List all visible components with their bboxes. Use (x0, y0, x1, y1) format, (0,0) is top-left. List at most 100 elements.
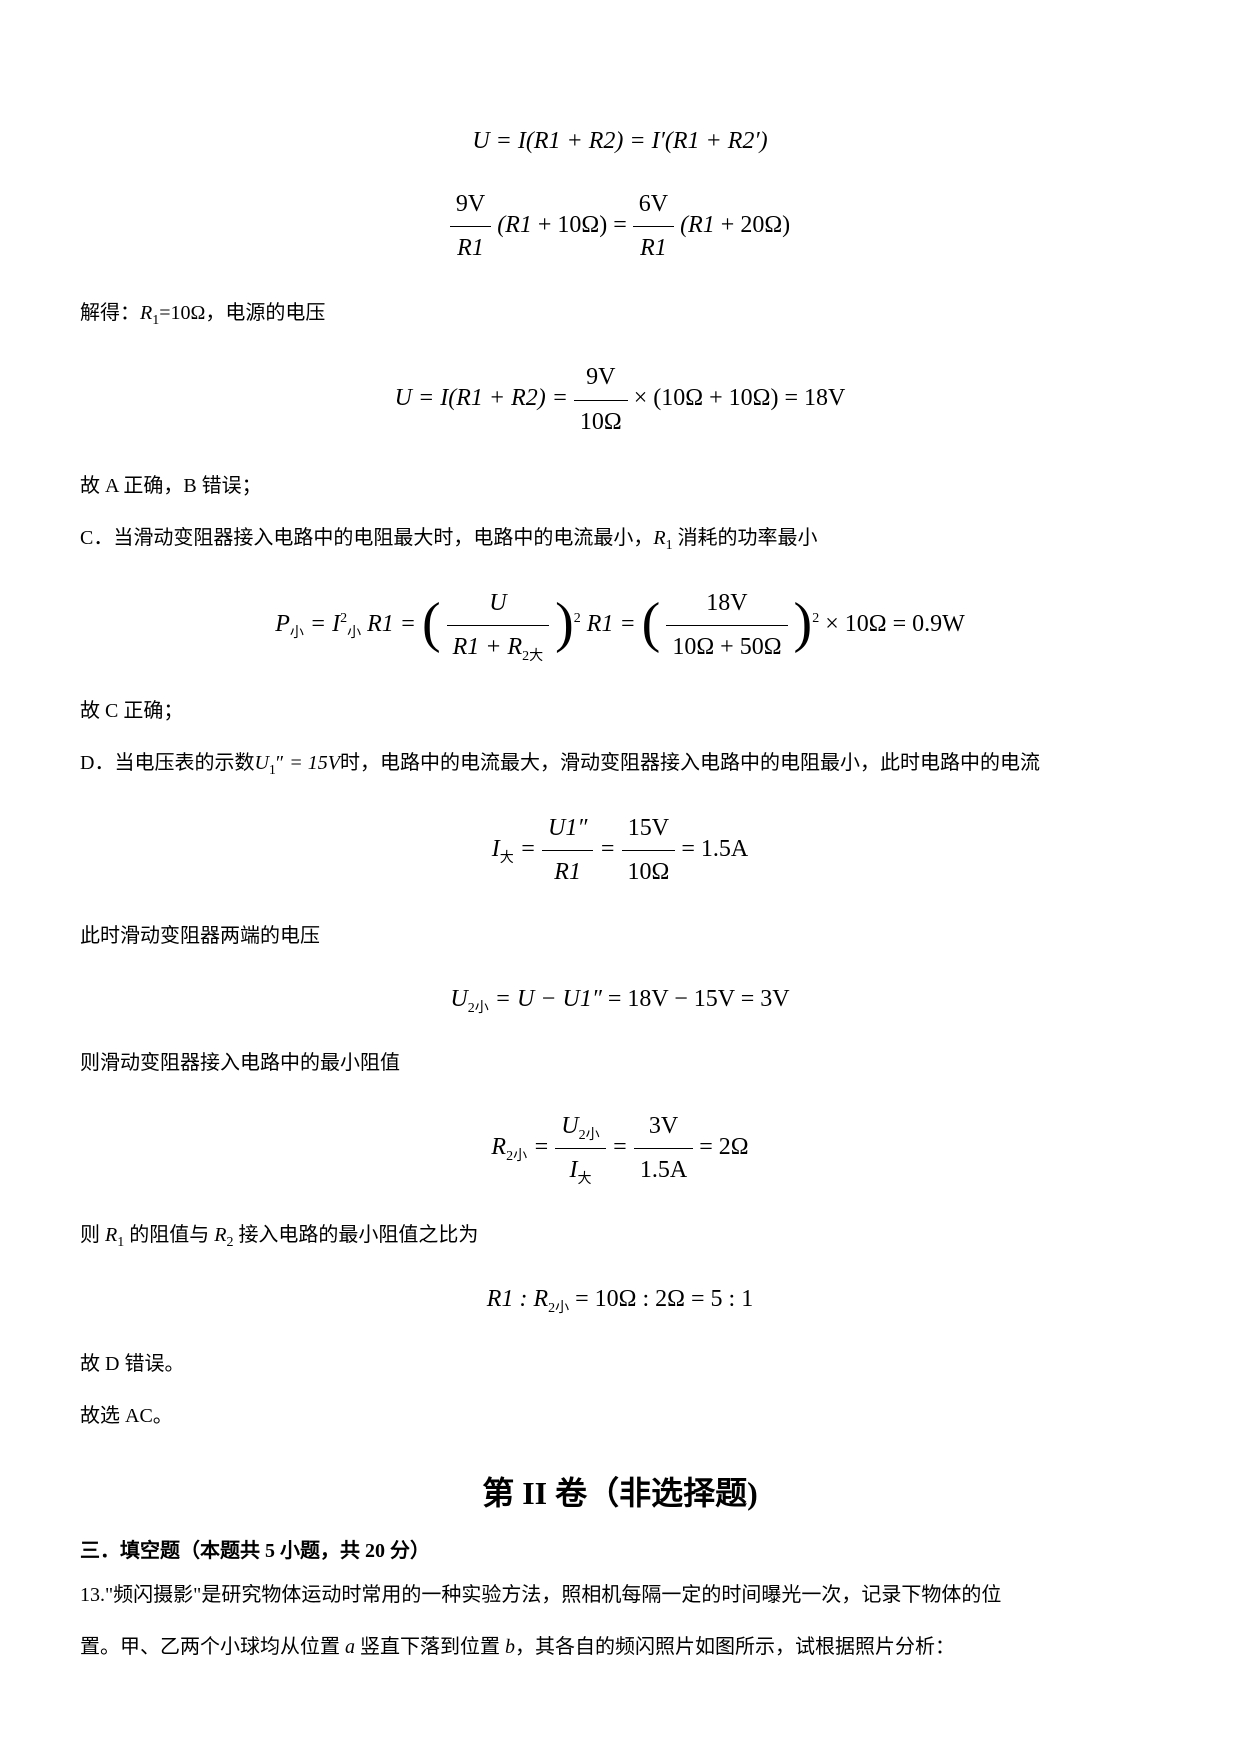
equation-2: 9V R1 (R1 + 10Ω) = 6V R1 (R1 + 20Ω) (80, 183, 1160, 270)
eq5-post: = 1.5A (681, 836, 748, 862)
eq2-mid2: (R1 + 20Ω) (680, 212, 790, 238)
eq4-frac1: U R1 + R2大 (447, 582, 550, 669)
line-ratio: 则 R1 的阻值与 R2 接入电路的最小阻值之比为 (80, 1213, 1160, 1259)
equation-6: U2小 = U − U1″ = 18V − 15V = 3V (80, 978, 1160, 1021)
line-ratio-pre: 则 (80, 1224, 105, 1246)
eq4-i-sub: 小 (347, 626, 361, 641)
eq4-eq3: = (619, 611, 641, 637)
line-answer: 故选 AC。 (80, 1394, 1160, 1438)
line-jiede: 解得：R1=10Ω，电源的电压 (80, 291, 1160, 337)
line-c-pre: C．当滑动变阻器接入电路中的电阻最大时，电路中的电流最小， (80, 527, 653, 549)
eq7-frac1: U2小 I大 (555, 1105, 605, 1192)
equation-4: P小 = I2小 R1 = ( U R1 + R2大 )2 R1 = ( 18V… (80, 582, 1160, 669)
eq4-eq: = I (310, 611, 340, 637)
line-rmin: 则滑动变阻器接入电路中的最小阻值 (80, 1041, 1160, 1085)
subsection-title: 三．填空题（本题共 5 小题，共 20 分） (80, 1534, 1160, 1563)
eq5-eq2: = (599, 836, 621, 862)
q13-mid: 竖直下落到位置 (355, 1636, 505, 1658)
eq4-frac2: 18V 10Ω + 50Ω (666, 582, 787, 669)
eq6-post: = 18V − 15V = 3V (608, 986, 790, 1012)
line-d: D．当电压表的示数U1″ = 15V时，电路中的电流最大，滑动变阻器接入电路中的… (80, 741, 1160, 787)
eq7-frac2: 3V 1.5A (634, 1105, 693, 1192)
line-d-pre: D．当电压表的示数 (80, 752, 254, 774)
line-c: C．当滑动变阻器接入电路中的电阻最大时，电路中的电流最小，R1 消耗的功率最小 (80, 516, 1160, 562)
eq2-frac1-den-sub: 1 (472, 235, 484, 261)
eq4-i-sup: 2 (340, 611, 347, 626)
q13-c: ，其各自的频闪照片如图所示，试根据照片分析： (515, 1636, 955, 1658)
eq7-post: = 2Ω (699, 1134, 748, 1160)
eq4-post: × 10Ω = 0.9W (825, 611, 965, 637)
eq6-u: U (450, 986, 467, 1012)
q13-var-a: a (345, 1636, 355, 1658)
eq3-frac-den: 10Ω (580, 409, 622, 435)
eq8-mid: : R (519, 1286, 548, 1312)
eq2-frac2-den: R (640, 235, 655, 261)
eq4-frac1-num: U (489, 590, 506, 616)
eq2-frac1-den: R (457, 235, 472, 261)
eq6-eq: = U − U (495, 986, 580, 1012)
eq5-frac1: U1″ R1 (542, 807, 593, 894)
eq4-r2-sub: 1 (601, 611, 613, 637)
line-d-eq: = 15V (284, 752, 340, 774)
eq4-r-sub: 1 (382, 611, 394, 637)
eq2-frac1: 9V R1 (450, 183, 491, 270)
eq4-frac2-den: 10Ω + 50Ω (672, 634, 781, 660)
eq6-u1-prime: ″ (592, 986, 602, 1012)
eq4-p: P (275, 611, 290, 637)
eq4-p-sub: 小 (290, 626, 304, 641)
equation-1: U = I(R1 + R2) = I′(R1 + R2′) (80, 120, 1160, 163)
eq4-r2: R (587, 611, 602, 637)
eq2-frac2: 6V R1 (633, 183, 674, 270)
line-jiede-var: R (140, 302, 152, 324)
section-title: 第 II 卷（非选择题) (80, 1468, 1160, 1514)
eq3-frac-num: 9V (586, 364, 615, 390)
line-ratio-mid: 的阻值与 (124, 1224, 214, 1246)
line-ab-result: 故 A 正确，B 错误； (80, 464, 1160, 508)
eq4-frac2-num: 18V (706, 590, 747, 616)
line-u2: 此时滑动变阻器两端的电压 (80, 914, 1160, 958)
eq5-frac2-num: 15V (628, 815, 669, 841)
eq6-u-sub: 2小 (468, 1001, 489, 1016)
eq3-post: × (10Ω + 10Ω) = 18V (634, 386, 846, 412)
eq8-r2-sub: 2小 (548, 1301, 569, 1316)
eq2-frac2-den-sub: 1 (655, 235, 667, 261)
eq4-sup2: 2 (812, 611, 819, 626)
eq5-frac2: 15V 10Ω (622, 807, 676, 894)
line-d-sub: 1 (269, 763, 276, 778)
eq1-text: U = I(R1 + R2) = I′(R1 + R2′) (472, 128, 767, 154)
line-d-prime: ″ (276, 752, 284, 774)
equation-8: R1 : R2小 = 10Ω : 2Ω = 5 : 1 (80, 1278, 1160, 1321)
eq4-sup1: 2 (574, 611, 581, 626)
eq7-frac2-num: 3V (649, 1113, 678, 1139)
line-ratio-r1: R (105, 1224, 117, 1246)
eq5-eq: = (520, 836, 542, 862)
eq5-i: I (492, 836, 500, 862)
eq7-r: R (491, 1134, 506, 1160)
eq6-u1-sub: 1 (580, 986, 592, 1012)
line-ratio-r2: R (214, 1224, 226, 1246)
q13-line2: 置。甲、乙两个小球均从位置 a 竖直下落到位置 b，其各自的频闪照片如图所示，试… (80, 1625, 1160, 1669)
line-c-post: 消耗的功率最小 (673, 527, 818, 549)
line-ratio-post: 接入电路的最小阻值之比为 (233, 1224, 478, 1246)
eq2-frac2-num: 6V (639, 191, 668, 217)
equation-7: R2小 = U2小 I大 = 3V 1.5A = 2Ω (80, 1105, 1160, 1192)
eq4-eq2: = (400, 611, 422, 637)
eq3-frac: 9V 10Ω (574, 356, 628, 443)
eq5-frac2-den: 10Ω (628, 859, 670, 885)
line-jiede-rest: =10Ω，电源的电压 (159, 302, 325, 324)
q13-b: 置。甲、乙两个小球均从位置 (80, 1636, 345, 1658)
eq2-frac1-num: 9V (456, 191, 485, 217)
eq4-r: R (367, 611, 382, 637)
equation-3: U = I(R1 + R2) = 9V 10Ω × (10Ω + 10Ω) = … (80, 356, 1160, 443)
eq7-eq2: = (612, 1134, 634, 1160)
eq7-eq: = (533, 1134, 555, 1160)
line-c-sub: 1 (666, 538, 673, 553)
line-d-post: 时，电路中的电流最大，滑动变阻器接入电路中的电阻最小，此时电路中的电流 (340, 752, 1040, 774)
eq5-i-sub: 大 (500, 851, 514, 866)
equation-5: I大 = U1″ R1 = 15V 10Ω = 1.5A (80, 807, 1160, 894)
line-d-wrong: 故 D 错误。 (80, 1342, 1160, 1386)
eq8-r1: R (487, 1286, 502, 1312)
eq8-post: = 10Ω : 2Ω = 5 : 1 (575, 1286, 753, 1312)
eq2-mid1: (R1 + 10Ω) = (497, 212, 633, 238)
line-jiede-prefix: 解得： (80, 302, 140, 324)
